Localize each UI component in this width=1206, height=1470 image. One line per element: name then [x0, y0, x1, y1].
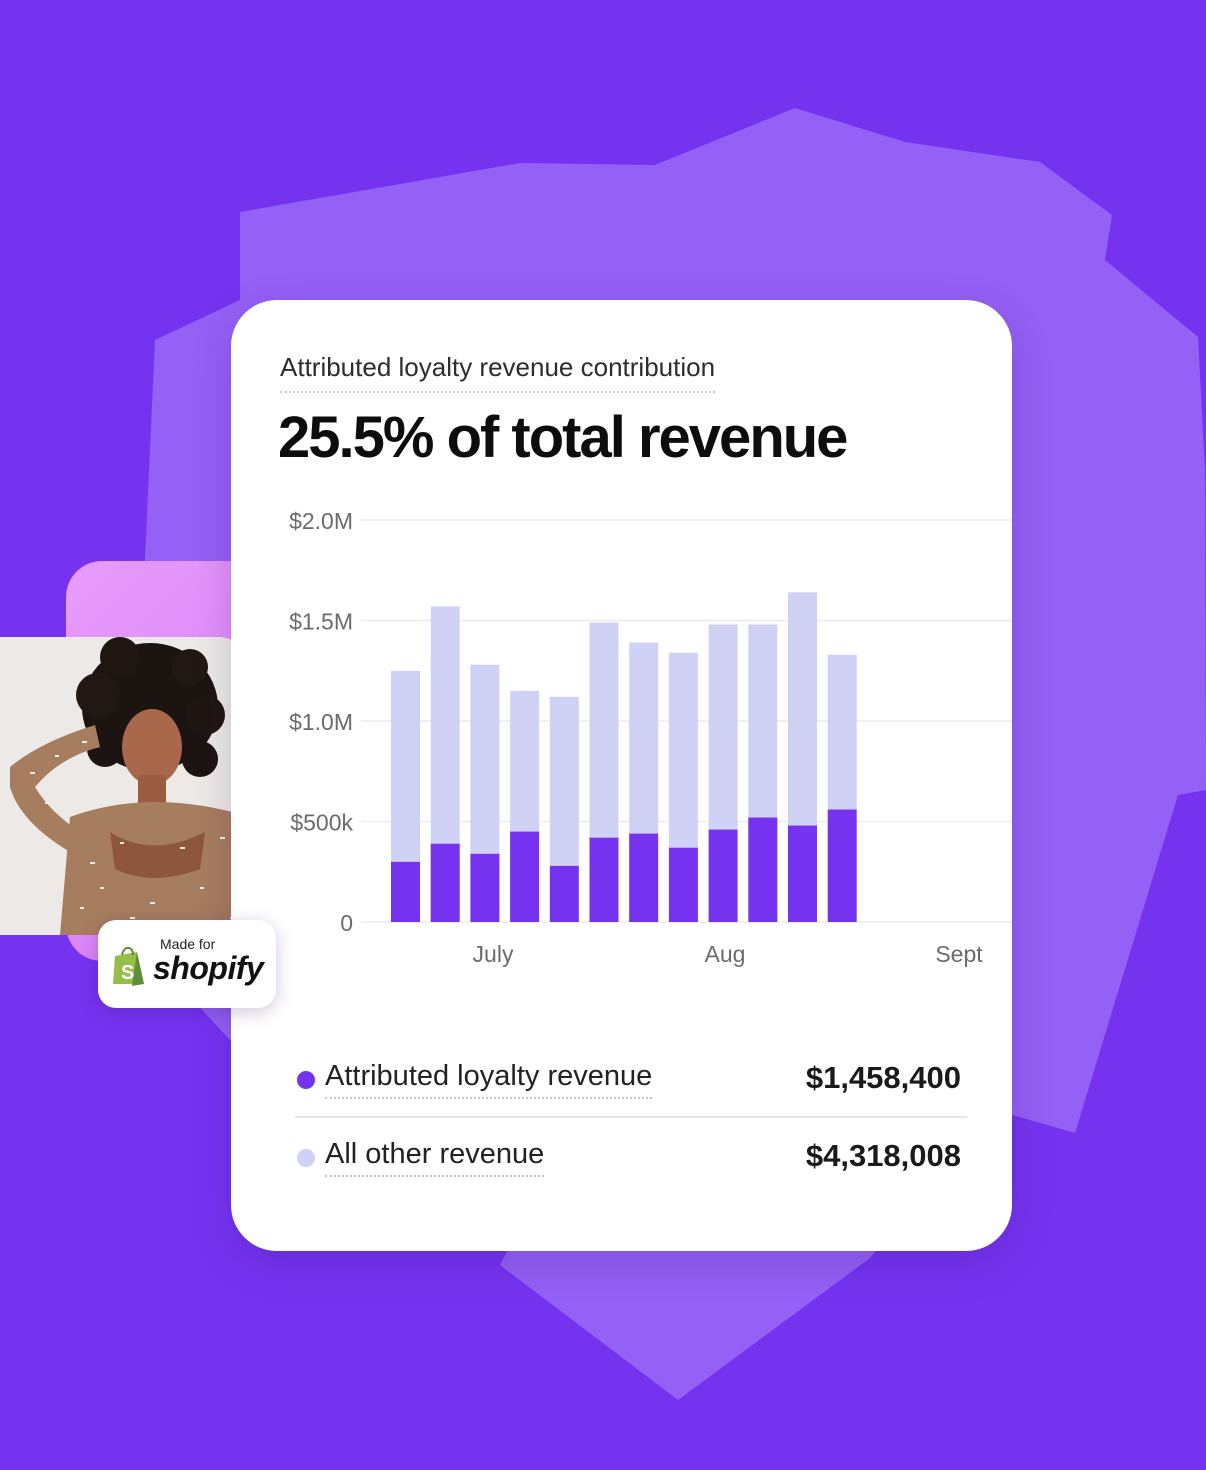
bar-other-6: [629, 642, 659, 834]
bar-loyalty-3: [510, 831, 540, 922]
x-tick-label-1: Aug: [705, 941, 746, 967]
bar-other-4: [549, 696, 579, 866]
model-photo: [0, 637, 250, 935]
bar-loyalty-7: [668, 847, 698, 922]
bar-other-9: [748, 624, 778, 818]
card-subtitle[interactable]: Attributed loyalty revenue contribution: [280, 352, 716, 393]
bar-other-3: [510, 690, 540, 832]
bar-loyalty-6: [629, 833, 659, 922]
revenue-bar-chart: 0 $500k $1.0M $1.5M $2.0M July Aug Sept: [289, 508, 1012, 967]
shopify-wordmark: shopify: [153, 950, 264, 986]
bar-loyalty-10: [788, 825, 817, 922]
legend-row-loyalty: Attributed loyalty revenue $1,458,400: [295, 1056, 967, 1118]
bar-other-2: [470, 664, 500, 854]
legend-label-loyalty[interactable]: Attributed loyalty revenue: [325, 1060, 653, 1099]
y-tick-label-3: $1.5M: [289, 609, 353, 635]
legend-value-loyalty: $1,458,400: [805, 1060, 961, 1095]
shopify-badge: S Made for shopify: [98, 920, 276, 1008]
x-tick-label-0: July: [473, 941, 514, 967]
bar-other-7: [668, 652, 698, 848]
bar-other-10: [788, 592, 817, 826]
y-tick-label-4: $2.0M: [289, 508, 353, 534]
made-for-label: Made for: [160, 936, 216, 952]
bar-other-0: [391, 670, 420, 862]
bar-loyalty-9: [748, 817, 778, 922]
bar-loyalty-11: [827, 809, 857, 922]
legend-dot-loyalty: [297, 1071, 315, 1089]
bar-loyalty-4: [549, 865, 579, 922]
y-tick-label-1: $500k: [290, 810, 353, 836]
legend-value-other: $4,318,008: [805, 1138, 961, 1173]
bar-loyalty-2: [470, 853, 500, 922]
bar-other-11: [827, 654, 857, 810]
bar-other-8: [708, 624, 738, 830]
bar-loyalty-1: [430, 843, 460, 922]
x-tick-label-2: Sept: [935, 941, 983, 967]
card-headline: 25.5% of total revenue: [278, 405, 848, 470]
y-tick-label-0: 0: [340, 910, 353, 936]
revenue-card: Attributed loyalty revenue contribution …: [231, 300, 1012, 1251]
legend-label-other[interactable]: All other revenue: [325, 1138, 545, 1177]
bar-loyalty-8: [708, 829, 738, 922]
bar-other-5: [589, 622, 619, 838]
bar-loyalty-5: [589, 837, 619, 922]
bar-other-1: [430, 606, 460, 844]
shopify-bag-icon: S: [113, 946, 144, 986]
y-tick-label-2: $1.0M: [289, 709, 353, 735]
svg-text:S: S: [121, 962, 134, 984]
legend-row-other: All other revenue $4,318,008: [295, 1134, 967, 1194]
legend-dot-other: [297, 1149, 315, 1167]
bar-loyalty-0: [391, 861, 420, 922]
